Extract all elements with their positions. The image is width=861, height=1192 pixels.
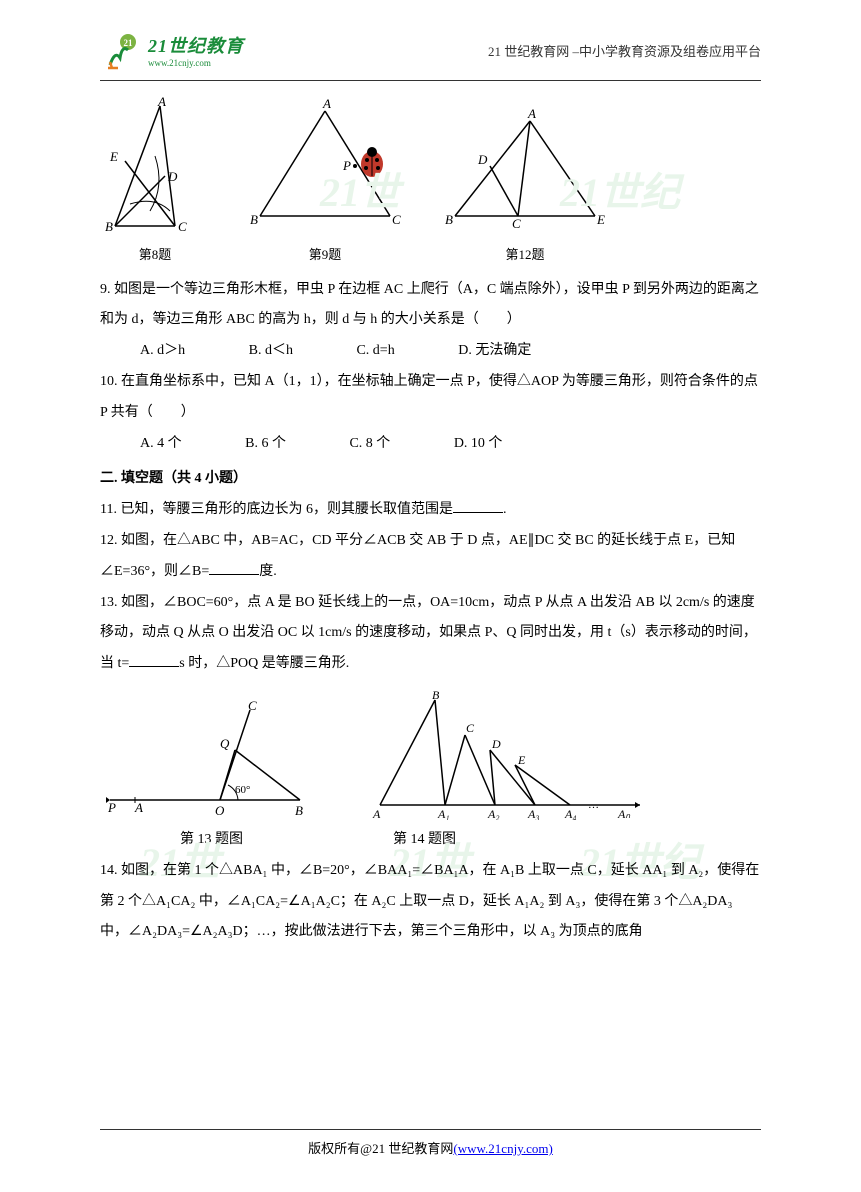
svg-text:B: B xyxy=(295,803,303,818)
figure-8-caption: 第8题 xyxy=(139,241,172,270)
svg-text:C: C xyxy=(248,698,257,713)
question-10-options: A. 4 个 B. 6 个 C. 8 个 D. 10 个 xyxy=(100,429,761,460)
question-9-options: A. d＞h B. d＜h C. d=h D. 无法确定 xyxy=(100,336,761,367)
question-13: 13. 如图，∠BOC=60°，点 A 是 BO 延长线上的一点，OA=10cm… xyxy=(100,588,761,680)
svg-text:E: E xyxy=(517,753,526,767)
section-2-title: 二. 填空题（共 4 小题） xyxy=(100,464,761,495)
question-10: 10. 在直角坐标系中，已知 A（1，1），在坐标轴上确定一点 P，使得△AOP… xyxy=(100,367,761,429)
figure-9: A B C P 第9题 xyxy=(240,96,410,270)
figures-row-top: A B C D E 第8题 A xyxy=(100,96,761,270)
figure-14: A B C D E A₁ A₂ A₃ A₄ Aₙ … xyxy=(370,690,650,820)
svg-text:B: B xyxy=(250,212,258,227)
header-right-text: 21 世纪教育网 –中小学教育资源及组卷应用平台 xyxy=(488,41,761,60)
question-9: 9. 如图是一个等边三角形木框，甲虫 P 在边框 AC 上爬行（A，C 端点除外… xyxy=(100,275,761,337)
figures-middle-captions: 第 13 题图 第 14 题图 xyxy=(100,825,761,856)
header-divider xyxy=(100,80,761,81)
svg-text:A₄: A₄ xyxy=(564,807,577,820)
footer-divider xyxy=(100,1129,761,1130)
logo-icon: 21 xyxy=(100,30,140,70)
svg-text:E: E xyxy=(596,212,605,227)
svg-text:D: D xyxy=(167,169,178,184)
q9-option-a: A. d＞h xyxy=(140,336,185,367)
q12-text-before: 12. 如图，在△ABC 中，AB=AC，CD 平分∠ACB 交 AB 于 D … xyxy=(100,533,735,579)
svg-text:21: 21 xyxy=(124,38,134,48)
q10-option-c: C. 8 个 xyxy=(349,429,390,460)
svg-text:O: O xyxy=(215,803,225,818)
figures-row-middle: P A O B C Q 60° xyxy=(100,690,761,820)
question-14: 14. 如图，在第 1 个△ABA₁ 中，∠B=20°，∠BAA₁=∠BA₁A，… xyxy=(100,856,761,948)
footer-link[interactable]: (www.21cnjy.com) xyxy=(453,1141,552,1156)
figure-13-caption: 第 13 题图 xyxy=(180,825,243,856)
svg-text:A₃: A₃ xyxy=(527,807,540,820)
figure-8: A B C D E 第8题 xyxy=(100,96,210,270)
svg-text:C: C xyxy=(466,721,475,735)
q11-text-after: . xyxy=(503,502,507,517)
figure-12: A B C D E 第12题 xyxy=(440,106,610,270)
svg-text:C: C xyxy=(178,219,187,234)
figure-13: P A O B C Q 60° xyxy=(100,690,310,820)
footer-text: 版权所有@21 世纪教育网 xyxy=(308,1141,453,1156)
svg-text:P: P xyxy=(342,158,351,173)
q11-blank xyxy=(453,499,503,513)
q12-blank xyxy=(209,561,259,575)
q13-blank xyxy=(129,653,179,667)
main-content: A B C D E 第8题 A xyxy=(0,96,861,948)
q9-option-d: D. 无法确定 xyxy=(458,336,531,367)
logo: 21 21世纪教育 www.21cnjy.com xyxy=(100,30,244,70)
logo-sub-text: www.21cnjy.com xyxy=(148,58,244,68)
svg-text:B: B xyxy=(105,219,113,234)
page-footer: 版权所有@21 世纪教育网(www.21cnjy.com) xyxy=(0,1129,861,1157)
q9-option-c: C. d=h xyxy=(356,336,394,367)
figure-9-caption: 第9题 xyxy=(309,241,342,270)
svg-text:Aₙ: Aₙ xyxy=(617,807,630,820)
q9-option-b: B. d＜h xyxy=(249,336,293,367)
q10-option-d: D. 10 个 xyxy=(454,429,503,460)
svg-text:C: C xyxy=(392,212,401,227)
question-12: 12. 如图，在△ABC 中，AB=AC，CD 平分∠ACB 交 AB 于 D … xyxy=(100,526,761,588)
q12-text-after: 度. xyxy=(259,564,277,579)
svg-text:60°: 60° xyxy=(235,784,250,796)
page-header: 21 21世纪教育 www.21cnjy.com 21 世纪教育网 –中小学教育… xyxy=(0,0,861,80)
svg-text:A₁: A₁ xyxy=(437,807,450,820)
svg-text:Q: Q xyxy=(220,736,230,751)
svg-text:B: B xyxy=(432,690,440,702)
svg-text:A: A xyxy=(322,96,331,111)
figure-14-caption: 第 14 题图 xyxy=(393,825,456,856)
q13-text-after: s 时，△POQ 是等腰三角形. xyxy=(179,656,349,671)
svg-text:D: D xyxy=(477,152,488,167)
svg-text:B: B xyxy=(445,212,453,227)
svg-text:P: P xyxy=(107,800,116,815)
logo-main-text: 21世纪教育 xyxy=(148,32,244,58)
svg-text:A: A xyxy=(372,807,381,820)
svg-text:…: … xyxy=(588,799,599,811)
svg-text:E: E xyxy=(109,149,118,164)
q11-text-before: 11. 已知，等腰三角形的底边长为 6，则其腰长取值范围是 xyxy=(100,502,453,517)
svg-text:A: A xyxy=(157,96,166,109)
svg-text:C: C xyxy=(512,216,521,231)
question-11: 11. 已知，等腰三角形的底边长为 6，则其腰长取值范围是. xyxy=(100,495,761,526)
q10-option-a: A. 4 个 xyxy=(140,429,182,460)
figure-12-caption: 第12题 xyxy=(505,241,544,270)
svg-text:A: A xyxy=(527,106,536,121)
svg-text:D: D xyxy=(491,737,501,751)
q10-option-b: B. 6 个 xyxy=(245,429,286,460)
svg-text:A₂: A₂ xyxy=(487,807,500,820)
